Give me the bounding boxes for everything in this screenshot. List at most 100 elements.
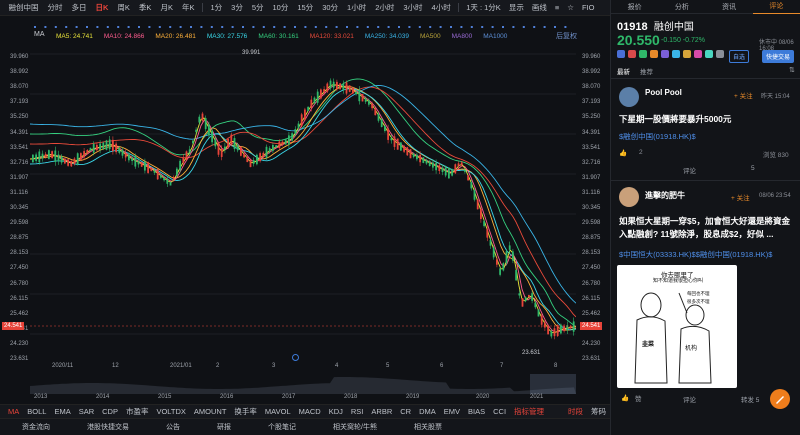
watchlist-button[interactable]: 自选 [729,50,750,63]
stock-link[interactable]: $中国恒大(03333.HK)$$融创中国(01918.HK)$ [619,250,773,259]
ind-ema[interactable]: EMA [54,407,71,416]
ind-cci[interactable]: CCI [493,407,507,416]
ind-cdp[interactable]: CDP [102,407,118,416]
post-title[interactable]: 下星期一股價將要暴升5000元 [619,114,732,124]
avatar[interactable] [619,187,639,207]
subtab-latest[interactable]: 最新 [617,69,630,76]
menu-icon[interactable]: ≡ [554,3,560,12]
ind-kdj[interactable]: KDJ [328,407,343,416]
tf-weekly[interactable]: 周K [117,3,130,12]
tf-yearly[interactable]: 年K [181,3,195,12]
tf-multiday[interactable]: 多日 [71,3,87,12]
overview-navigator[interactable] [30,374,576,394]
comment-button[interactable]: 评论 [683,397,696,404]
tf-intraday[interactable]: 分时 [47,3,63,12]
tf-2h[interactable]: 2小时 [375,3,395,12]
hk-icon [617,50,625,58]
ind-rsi[interactable]: RSI [350,407,364,416]
tf-5min[interactable]: 5分 [251,3,264,12]
event-marker-icon[interactable] [292,354,299,361]
fund-icon [705,50,713,58]
compose-post-button[interactable] [770,389,790,409]
adjust-mode-label[interactable]: 后复权 [556,33,577,40]
tab-warrants[interactable]: 相关窝轮/牛熊 [333,424,377,431]
ind-dma[interactable]: DMA [419,407,436,416]
drawing-tools-row[interactable] [30,17,576,29]
post-title[interactable]: 如果恒大星期一穿$5，加會恒大好還是將資金入點融創? 11號除淨，股息成$2，好… [619,216,790,239]
ind-pe[interactable]: 市盈率 [125,407,149,416]
tf-3h[interactable]: 3小时 [403,3,423,12]
tf-daily[interactable]: 日K [95,3,109,12]
ind-voltdx[interactable]: VOLTDX [156,407,186,416]
like-icon[interactable]: 👍 [619,150,628,157]
tab-capital-flow[interactable]: 资金流向 [22,424,50,431]
tab-quote[interactable]: 报价 [627,3,642,11]
ind-emv[interactable]: EMV [443,407,461,416]
kline-chart[interactable] [30,44,576,379]
subtab-recommended[interactable]: 推荐 [640,69,653,76]
tf-15min[interactable]: 15分 [297,3,314,12]
tab-comments[interactable]: 评论 [752,0,800,14]
ma-label[interactable]: MA [34,31,45,38]
like-icon[interactable]: 👍 [621,395,630,402]
price-tick: 23.631 [582,356,601,362]
candle-body [166,178,169,184]
price-tick: 26.115 [582,295,600,302]
tab-analysis[interactable]: 分析 [674,3,689,11]
tf-1h[interactable]: 1小时 [347,3,367,12]
draw-tool-icon [491,26,494,28]
tf-10min[interactable]: 10分 [272,3,289,12]
ind-ma[interactable]: MA [8,407,20,416]
ind-cr[interactable]: CR [400,407,412,416]
candle-body [364,98,367,102]
stock-link[interactable]: $融创中国(01918.HK)$ [619,132,696,141]
tab-notes[interactable]: 个股笔记 [268,424,296,431]
tf-1min[interactable]: 1分 [210,3,223,12]
tf-3min[interactable]: 3分 [231,3,243,12]
tf-monthly[interactable]: 月K [160,3,173,12]
tab-research[interactable]: 研报 [217,424,231,431]
tab-announcements[interactable]: 公告 [166,424,180,431]
tab-quick-trade[interactable]: 港股快捷交易 [87,424,129,431]
tf-4h[interactable]: 4小时 [431,3,451,12]
follow-button[interactable]: + 关注 [731,195,750,202]
candle-body [454,164,457,174]
comment-post[interactable]: 進擊的肥牛 + 关注 08/06 23:54 如果恒大星期一穿$5，加會恒大好還… [611,180,800,404]
tf-stockname[interactable]: 融创中国 [8,3,39,12]
ind-boll[interactable]: BOLL [27,407,47,416]
like-label[interactable]: 赞 [635,396,642,403]
tab-related-stocks[interactable]: 相关股票 [413,424,442,431]
display-dropdown[interactable]: 显示 [508,3,524,12]
favorite-icon[interactable]: ☆ [567,3,574,12]
ind-turnover[interactable]: 换手率 [234,407,257,416]
draw-button[interactable]: 画线 [531,3,547,12]
quick-trade-button[interactable]: 快捷交易 [762,50,795,63]
ind-sar[interactable]: SAR [78,407,95,416]
ind-mavol[interactable]: MAVOL [264,407,291,416]
indicator-manage-button[interactable]: 指标管理 [514,407,545,416]
repost-count[interactable]: 5 [751,165,755,172]
ind-bias[interactable]: BIAS [468,407,486,416]
comment-button[interactable]: 评论 [683,168,696,175]
fio-button[interactable]: FIO [581,3,595,12]
candle-body [444,167,447,176]
post-image[interactable]: 你去哪里了 知不知道我很担心你叫 韭菜 机构 每回也不理 很多次不理 [617,265,737,388]
tab-news[interactable]: 资讯 [722,3,737,11]
ind-macd[interactable]: MACD [298,407,321,416]
ind-amount[interactable]: AMOUNT [193,407,227,416]
timing-button[interactable]: 时段 [568,407,583,416]
tf-quarterly[interactable]: 季K [138,3,152,12]
ind-arbr[interactable]: ARBR [371,407,393,416]
sort-icon[interactable]: ⇅ [789,67,795,74]
avatar[interactable] [619,87,639,107]
repost-button[interactable]: 转发 5 [741,397,760,404]
chip-button[interactable]: 筹码 [591,407,606,416]
adjust-dropdown[interactable]: 1天 : 1分K [466,3,501,12]
follow-button[interactable]: + 关注 [734,93,753,100]
post-username[interactable]: 進擊的肥牛 [645,191,685,200]
comment-post[interactable]: Pool Pool + 关注 昨天 15:04 下星期一股價將要暴升5000元 … [611,78,800,178]
candle-body [304,109,306,120]
ma1000-value: MA1000 [483,32,508,40]
post-username[interactable]: Pool Pool [645,88,682,97]
tf-30min[interactable]: 30分 [322,3,339,12]
